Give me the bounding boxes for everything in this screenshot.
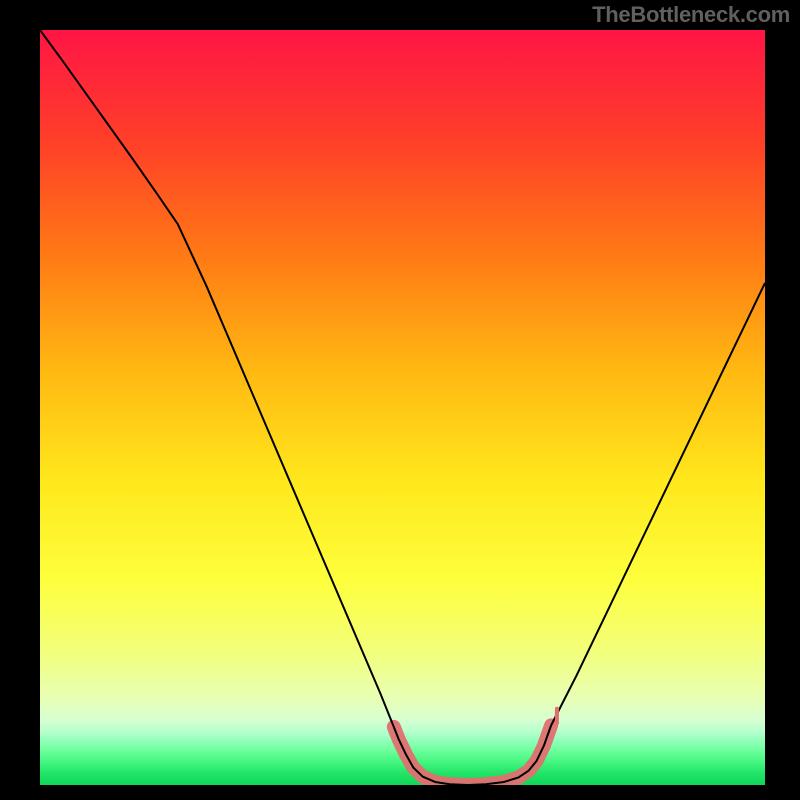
watermark-text: TheBottleneck.com	[592, 2, 790, 28]
chart-svg	[40, 30, 765, 785]
bottleneck-chart: TheBottleneck.com	[0, 0, 800, 800]
gradient-background	[40, 30, 765, 785]
plot-area	[40, 30, 765, 785]
